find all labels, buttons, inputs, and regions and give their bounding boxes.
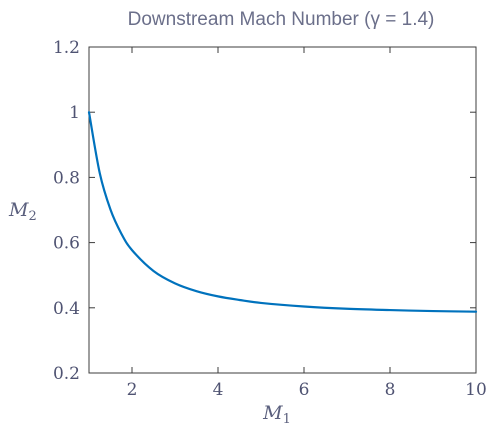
x-tick-label: 2 bbox=[127, 380, 138, 400]
y-tick-label: 0.6 bbox=[53, 234, 80, 254]
x-axis-ticks: 2 4 6 8 10 bbox=[127, 47, 487, 400]
series-line-m2-vs-m1 bbox=[87, 111, 478, 313]
plot-area-frame bbox=[88, 46, 477, 374]
chart-title: Downstream Mach Number (γ = 1.4) bbox=[128, 9, 435, 30]
x-tick-label: 10 bbox=[465, 380, 487, 400]
y-tick-label: 1 bbox=[69, 103, 80, 123]
y-tick-label: 0.8 bbox=[53, 168, 80, 188]
x-tick-label: 6 bbox=[299, 380, 310, 400]
y-axis-ticks: 0.2 0.4 0.6 0.8 1 1.2 bbox=[53, 38, 476, 384]
x-axis-label: M1 bbox=[262, 402, 291, 427]
y-axis-label: M2 bbox=[8, 199, 37, 224]
y-tick-label: 0.2 bbox=[53, 364, 80, 384]
x-tick-label: 4 bbox=[213, 380, 224, 400]
y-tick-label: 0.4 bbox=[53, 299, 80, 319]
x-tick-label: 8 bbox=[385, 380, 396, 400]
y-tick-label: 1.2 bbox=[53, 38, 80, 58]
